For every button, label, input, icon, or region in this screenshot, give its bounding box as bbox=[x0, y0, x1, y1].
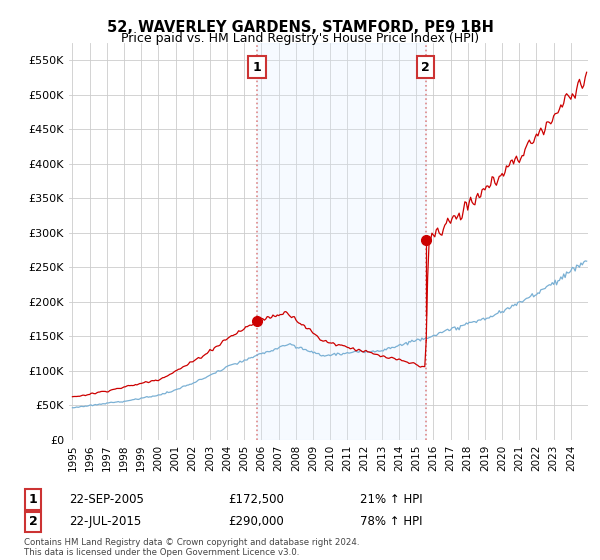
Text: 78% ↑ HPI: 78% ↑ HPI bbox=[360, 515, 422, 529]
Text: 1: 1 bbox=[29, 493, 37, 506]
Text: 2: 2 bbox=[421, 60, 430, 74]
Text: Contains HM Land Registry data © Crown copyright and database right 2024.
This d: Contains HM Land Registry data © Crown c… bbox=[24, 538, 359, 557]
Text: 2: 2 bbox=[29, 515, 37, 529]
Text: 52, WAVERLEY GARDENS, STAMFORD, PE9 1BH: 52, WAVERLEY GARDENS, STAMFORD, PE9 1BH bbox=[107, 20, 493, 35]
Text: Price paid vs. HM Land Registry's House Price Index (HPI): Price paid vs. HM Land Registry's House … bbox=[121, 32, 479, 45]
Bar bbox=[257, 43, 425, 440]
Text: 21% ↑ HPI: 21% ↑ HPI bbox=[360, 493, 422, 506]
Text: £290,000: £290,000 bbox=[228, 515, 284, 529]
Text: £172,500: £172,500 bbox=[228, 493, 284, 506]
Text: 1: 1 bbox=[253, 60, 261, 74]
Text: 22-SEP-2005: 22-SEP-2005 bbox=[69, 493, 144, 506]
Text: 22-JUL-2015: 22-JUL-2015 bbox=[69, 515, 141, 529]
